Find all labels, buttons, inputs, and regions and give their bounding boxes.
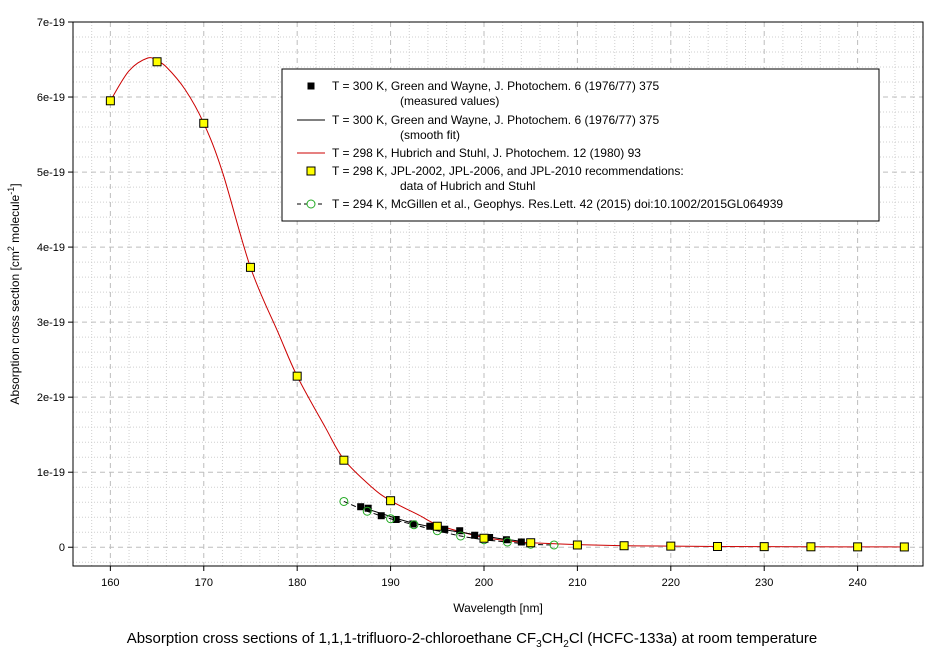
point-mcgillen [409, 520, 419, 530]
legend-entry-1-line-1: T = 300 K, Green and Wayne, J. Photochem… [332, 79, 660, 93]
legend-symbol-yellow-square [306, 166, 316, 176]
point-green-wayne-measured [456, 527, 464, 535]
point-mcgillen [386, 514, 396, 524]
y-axis-label-sup-2: -1 [6, 187, 16, 195]
series-mcgillen-line [343, 501, 555, 546]
point-jpl [806, 542, 816, 552]
chart: 160 170 180 190 200 210 220 230 240 0 1e-19 2e-19 3e… [6, 17, 924, 615]
y-axis-label-mid: molecule [8, 194, 22, 246]
point-jpl [292, 371, 302, 381]
point-green-wayne-measured [377, 512, 385, 520]
point-jpl [245, 262, 255, 272]
y-tick-label: 1e-19 [37, 467, 65, 479]
y-tick-label: 2e-19 [37, 392, 65, 404]
point-green-wayne-measured [471, 531, 479, 539]
legend-symbol-black-square [307, 82, 315, 90]
caption-part-2: CH [541, 630, 564, 647]
x-tick-label: 240 [848, 577, 866, 589]
point-mcgillen [502, 537, 512, 547]
x-tick-label: 230 [755, 577, 773, 589]
point-jpl [479, 533, 489, 543]
point-green-wayne-measured [502, 536, 510, 544]
figure-caption: Absorption cross sections of 1,1,1-trifl… [0, 630, 944, 650]
x-tick-label: 190 [381, 577, 399, 589]
point-green-wayne-measured [426, 522, 434, 530]
legend-box [281, 68, 880, 222]
caption-sub-2: 2 [563, 639, 569, 650]
y-tick-label: 3e-19 [37, 317, 65, 329]
axis-ticks: 160 170 180 190 200 210 220 230 240 0 1e-19 2e-19 3e… [37, 17, 867, 589]
y-axis-label: Absorption cross section [cm2 molecule-1… [6, 183, 22, 404]
point-jpl [152, 57, 162, 67]
legend-entry-1-line-2: (measured values) [400, 94, 499, 108]
point-green-wayne-measured [364, 504, 372, 512]
point-mcgillen [549, 540, 559, 550]
legend-entry-2-line-1: T = 300 K, Green and Wayne, J. Photochem… [332, 113, 660, 127]
x-tick-label: 210 [568, 577, 586, 589]
point-jpl [199, 118, 209, 128]
point-jpl [105, 96, 115, 106]
y-axis-label-end: ] [8, 183, 22, 186]
x-tick-label: 160 [101, 577, 119, 589]
point-green-wayne-measured [486, 533, 494, 541]
point-jpl [339, 455, 349, 465]
y-tick-label: 4e-19 [37, 242, 65, 254]
point-mcgillen [456, 531, 466, 541]
y-tick-label: 6e-19 [37, 92, 65, 104]
plot-frame [72, 21, 924, 567]
legend-entry-5-line-1: T = 294 K, McGillen et al., Geophys. Res… [332, 197, 783, 211]
point-green-wayne-measured [392, 515, 400, 523]
y-axis-label-main: Absorption cross section [cm [8, 251, 22, 404]
legend-entry-4-line-2: data of Hubrich and Stuhl [400, 179, 535, 193]
y-tick-label: 7e-19 [37, 17, 65, 29]
caption-sub-1: 3 [536, 639, 542, 650]
point-jpl [619, 541, 629, 551]
point-jpl [572, 540, 582, 550]
x-axis-label: Wavelength [nm] [453, 601, 543, 615]
point-mcgillen [339, 496, 349, 506]
x-tick-label: 180 [288, 577, 306, 589]
legend-entry-2-line-2: (smooth fit) [400, 128, 460, 142]
caption-part-3: Cl (HCFC-133a) at room temperature [568, 630, 818, 647]
x-tick-label: 170 [195, 577, 213, 589]
point-jpl [759, 542, 769, 552]
point-jpl [432, 521, 442, 531]
legend-entry-3-line-1: T = 298 K, Hubrich and Stuhl, J. Photoch… [332, 146, 641, 160]
point-green-wayne-measured [357, 503, 365, 511]
y-tick-label: 5e-19 [37, 167, 65, 179]
point-jpl [386, 496, 396, 506]
x-tick-label: 200 [475, 577, 493, 589]
legend-symbol-green-circle [306, 199, 316, 209]
legend-entry-4-line-1: T = 298 K, JPL-2002, JPL-2006, and JPL-2… [332, 164, 684, 178]
legend: T = 300 K, Green and Wayne, J. Photochem… [281, 68, 880, 222]
point-green-wayne-measured [409, 520, 417, 528]
point-green-wayne-measured [517, 538, 525, 546]
data-series [105, 57, 909, 552]
point-jpl [899, 542, 909, 552]
point-jpl [666, 541, 676, 551]
point-jpl [713, 541, 723, 551]
point-jpl [853, 542, 863, 552]
y-axis-label-sup-1: 2 [6, 246, 16, 251]
y-tick-label: 0 [59, 542, 65, 554]
point-green-wayne-measured [441, 525, 449, 533]
caption-part-1: Absorption cross sections of 1,1,1-trifl… [126, 630, 537, 647]
x-tick-label: 220 [662, 577, 680, 589]
point-mcgillen [362, 506, 372, 516]
point-jpl [526, 538, 536, 548]
